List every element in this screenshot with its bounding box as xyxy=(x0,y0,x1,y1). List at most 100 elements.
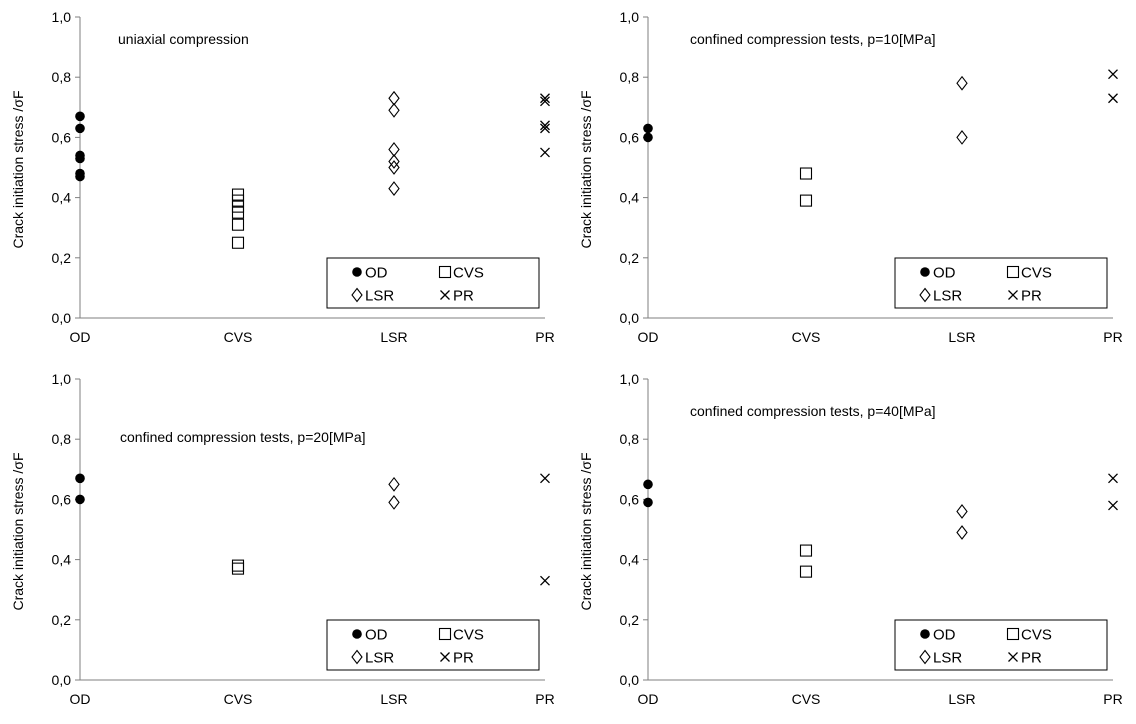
data-point-cvs xyxy=(799,194,813,207)
y-tick-label: 1,0 xyxy=(620,371,640,387)
legend-label-pr: PR xyxy=(1021,650,1042,667)
y-tick-label: 0,4 xyxy=(620,190,640,206)
legend-marker-cvs xyxy=(1006,265,1020,279)
data-point-pr xyxy=(540,93,550,104)
data-point-od xyxy=(75,123,85,134)
x-tick-label: PR xyxy=(535,691,554,707)
x-tick-label: LSR xyxy=(380,329,407,345)
x-tick-label: OD xyxy=(638,691,659,707)
data-point-lsr xyxy=(956,75,968,91)
y-tick-label: 0,0 xyxy=(620,310,640,326)
x-tick-label: CVS xyxy=(224,329,253,345)
y-tick-label: 0,2 xyxy=(620,250,640,266)
legend-marker-pr xyxy=(1008,652,1018,662)
scatter-chart-svg: 0,0 0,2 0,4 0,6 0,8 1,0 OD CVS LSR PR Crack initia… xyxy=(578,371,1123,707)
y-tick-label: 0,0 xyxy=(620,672,640,688)
y-tick-label: 1,0 xyxy=(52,371,72,387)
y-tick-label: 0,0 xyxy=(52,672,72,688)
legend-label-lsr: LSR xyxy=(933,288,962,305)
data-point-lsr xyxy=(388,476,400,492)
x-tick-label: OD xyxy=(70,329,91,345)
x-tick-label: OD xyxy=(638,329,659,345)
chart-panel-uniaxial: 0,0 0,2 0,4 0,6 0,8 1,0 OD CVS LSR PR Crack initia… xyxy=(0,0,568,362)
y-tick-label: 0,8 xyxy=(52,431,72,447)
data-point-pr xyxy=(1108,93,1118,104)
data-point-pr xyxy=(540,575,550,586)
y-tick-label: 0,4 xyxy=(52,190,72,206)
data-point-lsr xyxy=(388,160,400,175)
y-axis-label: Crack initiation stress /σF xyxy=(578,90,594,248)
legend-label-od: OD xyxy=(365,265,388,282)
data-point-lsr xyxy=(388,154,400,169)
legend-box xyxy=(326,257,540,309)
legend-label-od: OD xyxy=(933,627,956,644)
data-point-cvs xyxy=(231,206,245,219)
legend-marker-pr xyxy=(440,652,450,662)
y-tick-label: 0,2 xyxy=(52,250,72,266)
data-point-od xyxy=(643,132,653,143)
data-point-cvs xyxy=(231,236,245,249)
legend-label-pr: PR xyxy=(1021,288,1042,305)
data-point-cvs xyxy=(799,544,813,557)
scatter-chart-svg: 0,0 0,2 0,4 0,6 0,8 1,0 OD CVS LSR PR Crack initia… xyxy=(10,371,555,707)
y-axis-label: Crack initiation stress /σF xyxy=(578,452,594,610)
x-tick-label: PR xyxy=(1103,691,1122,707)
data-point-od xyxy=(75,111,85,122)
data-point-od xyxy=(75,473,85,484)
y-tick-label: 0,8 xyxy=(52,69,72,85)
data-point-od xyxy=(75,494,85,505)
y-tick-label: 0,8 xyxy=(620,431,640,447)
data-point-pr xyxy=(1108,69,1118,80)
legend-label-cvs: CVS xyxy=(1021,265,1052,282)
data-point-pr xyxy=(540,96,550,107)
data-point-od xyxy=(643,123,653,134)
legend-box xyxy=(894,257,1108,309)
y-axis-label: Crack initiation stress /σF xyxy=(10,452,26,610)
legend-marker-lsr xyxy=(351,287,363,303)
y-tick-label: 0,6 xyxy=(52,129,72,145)
data-point-lsr xyxy=(956,129,968,145)
x-tick-label: OD xyxy=(70,691,91,707)
legend-label-pr: PR xyxy=(453,288,474,305)
scatter-chart-svg: 0,0 0,2 0,4 0,6 0,8 1,0 OD CVS LSR PR Crack initia… xyxy=(578,9,1123,345)
chart-panel-p20: 0,0 0,2 0,4 0,6 0,8 1,0 OD CVS LSR PR Crack initia… xyxy=(0,362,568,724)
data-point-pr xyxy=(540,120,550,131)
legend-marker-lsr xyxy=(919,649,931,665)
legend-marker-od xyxy=(920,629,930,639)
x-tick-label: PR xyxy=(535,329,554,345)
y-tick-label: 0,2 xyxy=(52,612,72,628)
data-point-lsr xyxy=(388,142,400,157)
data-point-cvs xyxy=(799,167,813,180)
chart-panel-p40: 0,0 0,2 0,4 0,6 0,8 1,0 OD CVS LSR PR Crack initia… xyxy=(568,362,1136,724)
data-point-od xyxy=(643,497,653,508)
legend-label-lsr: LSR xyxy=(933,650,962,667)
y-tick-label: 0,0 xyxy=(52,310,72,326)
legend-marker-od xyxy=(352,629,362,639)
x-tick-label: CVS xyxy=(792,329,821,345)
legend-marker-cvs xyxy=(1006,627,1020,641)
data-point-lsr xyxy=(956,504,968,519)
data-point-od xyxy=(643,479,653,490)
data-point-pr xyxy=(540,473,550,484)
legend-marker-od xyxy=(352,267,362,277)
legend-label-cvs: CVS xyxy=(453,265,484,282)
legend-marker-od xyxy=(920,267,930,277)
y-tick-label: 0,6 xyxy=(620,491,640,507)
y-axis-label: Crack initiation stress /σF xyxy=(10,90,26,248)
y-tick-label: 0,6 xyxy=(52,491,72,507)
data-point-lsr xyxy=(388,102,400,118)
legend-label-cvs: CVS xyxy=(453,627,484,644)
x-tick-label: LSR xyxy=(948,329,975,345)
data-point-lsr xyxy=(956,525,968,540)
legend-label-lsr: LSR xyxy=(365,650,394,667)
data-point-pr xyxy=(1108,500,1118,511)
data-point-cvs xyxy=(231,562,245,575)
scatter-chart-svg: 0,0 0,2 0,4 0,6 0,8 1,0 OD CVS LSR PR Crack initia… xyxy=(10,9,555,345)
data-point-lsr xyxy=(388,495,400,510)
chart-title: confined compression tests, p=10[MPa] xyxy=(690,31,936,47)
legend-label-lsr: LSR xyxy=(365,288,394,305)
data-point-cvs xyxy=(231,559,245,572)
legend-label-pr: PR xyxy=(453,650,474,667)
data-point-pr xyxy=(540,147,550,158)
